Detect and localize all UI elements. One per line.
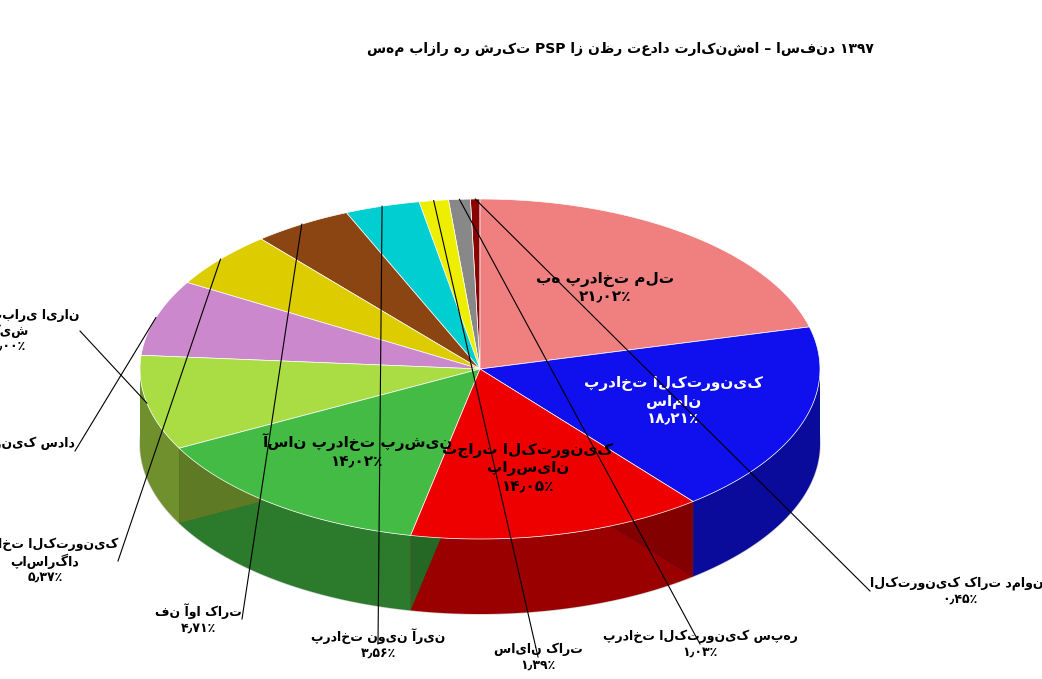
- Polygon shape: [411, 369, 693, 539]
- Polygon shape: [140, 369, 179, 524]
- Polygon shape: [260, 213, 480, 369]
- Text: پرداخت الکترونیک سپهر
۱٫۰۳٪: پرداخت الکترونیک سپهر ۱٫۰۳٪: [602, 630, 797, 658]
- Polygon shape: [480, 327, 820, 502]
- Polygon shape: [179, 369, 480, 524]
- Text: الکترونیک کارت دماوند
۰٫۴۵٪: الکترونیک کارت دماوند ۰٫۴۵٪: [870, 576, 1042, 606]
- Polygon shape: [179, 448, 411, 610]
- Polygon shape: [411, 369, 480, 610]
- Polygon shape: [448, 199, 480, 369]
- Polygon shape: [179, 369, 480, 536]
- Polygon shape: [140, 355, 480, 448]
- Polygon shape: [411, 502, 693, 614]
- Polygon shape: [141, 282, 480, 369]
- Polygon shape: [419, 200, 480, 369]
- Polygon shape: [188, 239, 480, 369]
- Text: پرداخت الکترونیک
سامان
۱۸٫۲۱٪: پرداخت الکترونیک سامان ۱۸٫۲۱٪: [585, 376, 763, 426]
- Polygon shape: [179, 369, 480, 524]
- Text: سهم بازار هر شرکت PSP از نظر تعداد تراکنش‌ها – اسفند ۱۳۹۷: سهم بازار هر شرکت PSP از نظر تعداد تراکن…: [367, 42, 873, 56]
- Text: سایان کارت
۱٫۳۹٪: سایان کارت ۱٫۳۹٪: [494, 643, 582, 672]
- Polygon shape: [480, 369, 693, 576]
- Text: کارت اعتباری ایران
کیش
۹٫۰۰٪: کارت اعتباری ایران کیش ۹٫۰۰٪: [0, 309, 80, 353]
- Polygon shape: [140, 274, 820, 614]
- Polygon shape: [346, 202, 480, 369]
- Text: پرداخت نوین آرین
۳٫۵۶٪: پرداخت نوین آرین ۳٫۵۶٪: [311, 629, 445, 659]
- Polygon shape: [411, 369, 480, 610]
- Polygon shape: [693, 369, 820, 576]
- Text: آسان پرداخت پرشین
۱۴٫۰۲٪: آسان پرداخت پرشین ۱۴٫۰۲٪: [262, 433, 452, 468]
- Text: تجارت الکترونیک
پارسیان
۱۴٫۰۵٪: تجارت الکترونیک پارسیان ۱۴٫۰۵٪: [442, 443, 613, 494]
- Polygon shape: [480, 369, 693, 576]
- Polygon shape: [470, 199, 480, 369]
- Text: فن آوا کارت
۴٫۷۱٪: فن آوا کارت ۴٫۷۱٪: [155, 604, 242, 634]
- Text: پرداخت الکترونیک
پاسارگاد
۵٫۳۷٪: پرداخت الکترونیک پاسارگاد ۵٫۳۷٪: [0, 538, 118, 584]
- Text: به پرداخت ملت
۲۱٫۰۲٪: به پرداخت ملت ۲۱٫۰۲٪: [536, 272, 674, 305]
- Text: پرداخت الکترونیک سداد
۷٫۲۱٪: پرداخت الکترونیک سداد ۷٫۲۱٪: [0, 437, 75, 465]
- Polygon shape: [480, 199, 810, 369]
